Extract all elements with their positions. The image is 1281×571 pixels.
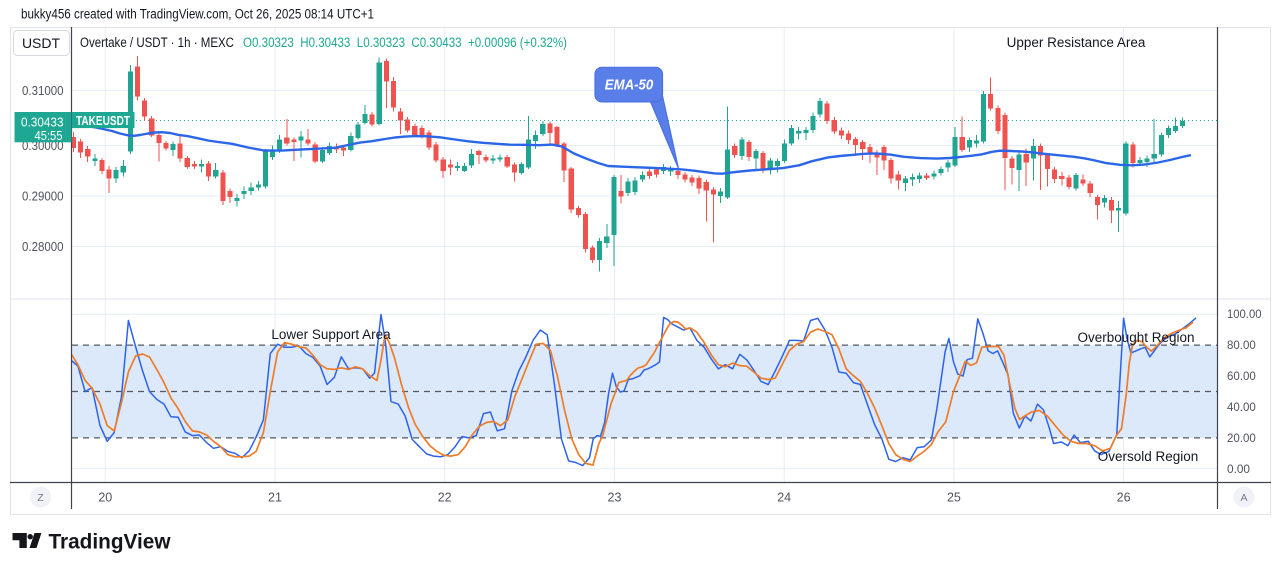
svg-text:0.28000: 0.28000 — [22, 239, 64, 254]
svg-text:20: 20 — [98, 491, 112, 505]
svg-text:EMA-50: EMA-50 — [605, 78, 654, 94]
svg-text:Z: Z — [37, 492, 44, 504]
svg-text:21: 21 — [268, 491, 282, 505]
svg-text:80.00: 80.00 — [1227, 340, 1256, 352]
svg-text:bukky456 created with TradingV: bukky456 created with TradingView.com, O… — [21, 7, 374, 22]
svg-text:25: 25 — [947, 491, 961, 505]
svg-text:60.00: 60.00 — [1227, 371, 1256, 383]
svg-text:0.31000: 0.31000 — [22, 83, 64, 98]
svg-text:40.00: 40.00 — [1227, 402, 1256, 414]
svg-text:O0.30323 H0.30433 L0.30323: O0.30323 H0.30433 L0.30323 C0.30433 +0.0… — [243, 35, 567, 50]
svg-text:22: 22 — [438, 491, 452, 505]
svg-text:100.00: 100.00 — [1227, 309, 1262, 321]
svg-text:USDT: USDT — [22, 35, 61, 51]
svg-text:20.00: 20.00 — [1227, 433, 1256, 445]
svg-text:Lower Support Area: Lower Support Area — [271, 327, 391, 342]
svg-text:Overbought Region: Overbought Region — [1077, 330, 1194, 345]
svg-text:A: A — [1240, 492, 1247, 504]
svg-text:0.30433: 0.30433 — [21, 114, 64, 129]
svg-text:TAKEUSDT: TAKEUSDT — [76, 114, 130, 128]
svg-text:24: 24 — [777, 491, 791, 505]
svg-text:26: 26 — [1117, 491, 1131, 505]
svg-text:0.29000: 0.29000 — [22, 189, 64, 204]
svg-text:0.00: 0.00 — [1227, 464, 1250, 476]
svg-text:Upper Resistance Area: Upper Resistance Area — [1007, 35, 1146, 50]
svg-text:23: 23 — [608, 491, 622, 505]
svg-text:TradingView: TradingView — [49, 531, 172, 554]
svg-text:Oversold Region: Oversold Region — [1098, 449, 1199, 464]
svg-text:Overtake / USDT · 1h · MEXC: Overtake / USDT · 1h · MEXC — [80, 35, 234, 50]
svg-text:45:55: 45:55 — [35, 128, 63, 143]
